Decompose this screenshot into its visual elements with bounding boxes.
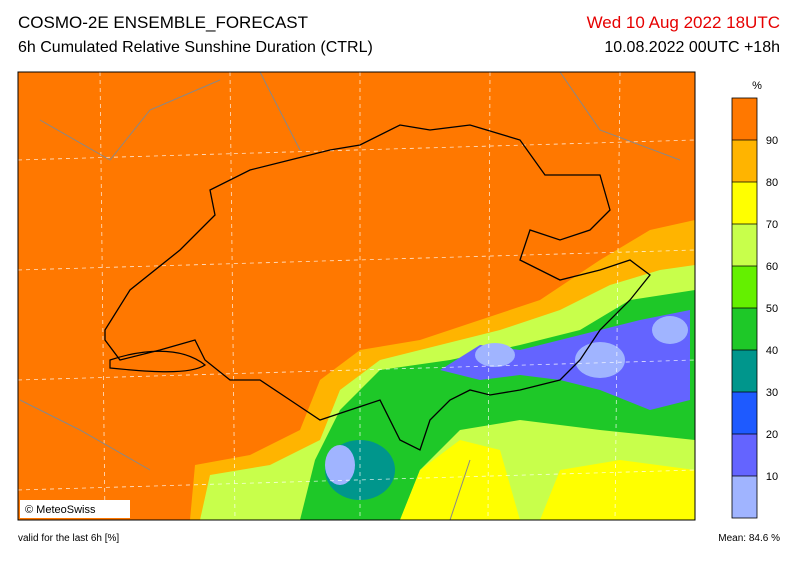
colorbar-swatch — [732, 476, 757, 518]
colorbar-tick-label: 90 — [766, 135, 778, 147]
colorbar: 10 20 30 40 50 60 70 80 90 — [731, 97, 778, 519]
subtitle: 6h Cumulated Relative Sunshine Duration … — [18, 39, 373, 56]
colorbar-swatch — [732, 140, 757, 182]
colorbar-swatch — [732, 308, 757, 350]
colorbar-swatch — [732, 266, 757, 308]
colorbar-tick-label: 20 — [766, 429, 778, 441]
mean-value: Mean: 84.6 % — [718, 533, 780, 544]
colorbar-unit: % — [752, 80, 762, 92]
colorbar-swatch — [732, 434, 757, 476]
run-time: 10.08.2022 00UTC +18h — [604, 39, 780, 56]
map: © MeteoSwiss — [17, 71, 696, 521]
validity-note: valid for the last 6h [%] — [18, 533, 119, 544]
colorbar-swatch — [732, 350, 757, 392]
colorbar-tick-label: 50 — [766, 303, 778, 315]
colorbar-frame — [731, 97, 758, 519]
title: COSMO-2E ENSEMBLE_FORECAST — [18, 13, 308, 32]
colorbar-swatch — [732, 224, 757, 266]
colorbar-swatch — [732, 98, 757, 140]
colorbar-tick-label: 80 — [766, 177, 778, 189]
colorbar-swatch — [732, 392, 757, 434]
credit: © MeteoSwiss — [25, 504, 96, 516]
colorbar-swatch — [732, 182, 757, 224]
valid-time: Wed 10 Aug 2022 18UTC — [587, 13, 780, 32]
credit-box — [20, 500, 130, 518]
colorbar-tick-label: 60 — [766, 261, 778, 273]
colorbar-tick-label: 70 — [766, 219, 778, 231]
colorbar-tick-label: 40 — [766, 345, 778, 357]
colorbar-tick-label: 30 — [766, 387, 778, 399]
colorbar-tick-label: 10 — [766, 471, 778, 483]
